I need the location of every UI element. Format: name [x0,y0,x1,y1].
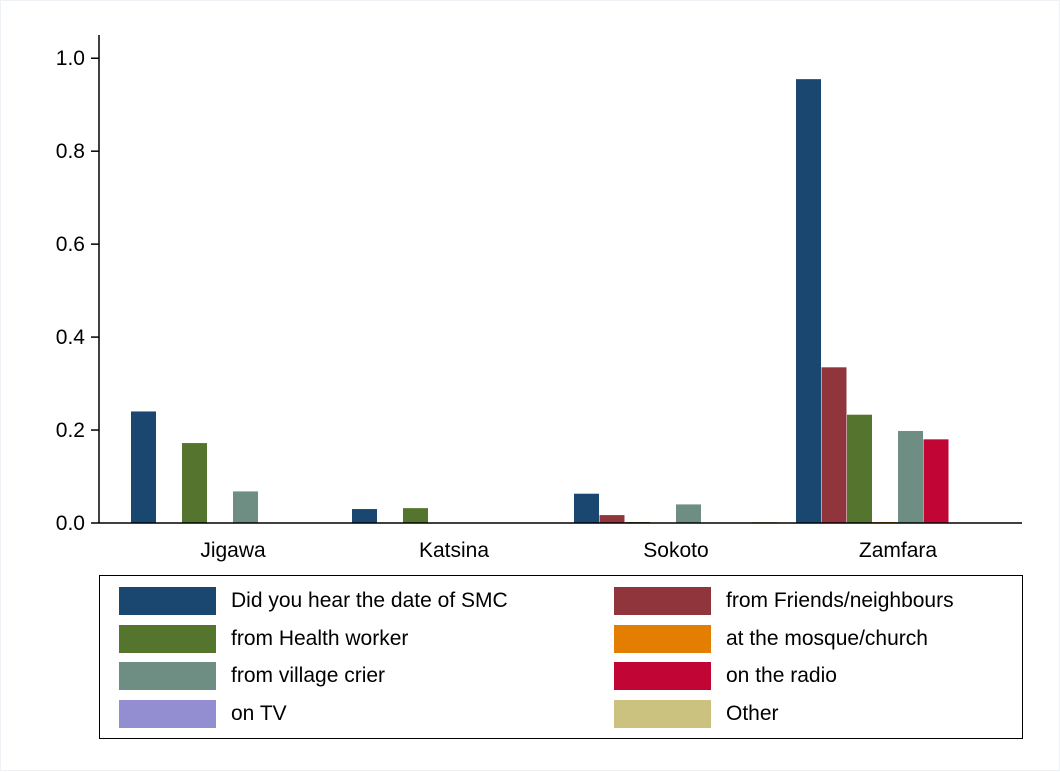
bar-jigawa-series-2 [182,443,207,523]
legend-swatch [614,699,711,728]
bars-group [131,79,949,524]
bar-zamfara-series-2 [847,414,872,523]
legend-item: Did you hear the date of SMC [119,586,508,616]
legend-label: on the radio [726,664,837,687]
legend-label: from Friends/neighbours [726,589,954,612]
legend-item: on TV [119,699,287,729]
legend-item: from Friends/neighbours [614,586,954,616]
y-tick-label: 1.0 [56,47,85,70]
legend-label: from Health worker [231,626,409,650]
bar-sokoto-series-1 [599,515,625,523]
bar-sokoto-series-0 [574,493,599,523]
y-tick-label: 0.8 [56,140,85,163]
legend-item: on the radio [614,661,837,691]
x-category-label: Jigawa [200,539,266,562]
x-category-label: Katsina [419,539,489,562]
bar-zamfara-series-5 [923,439,949,523]
bar-katsina-series-0 [352,509,377,523]
legend-item: at the mosque/church [614,624,928,654]
bar-zamfara-series-1 [821,367,847,523]
y-tick-label: 0.2 [56,419,85,442]
legend-swatch [614,662,711,690]
legend-swatch [614,624,711,653]
x-category-label: Zamfara [859,539,938,562]
legend-swatch [119,699,216,728]
legend-label: Did you hear the date of SMC [231,589,508,612]
bar-sokoto-series-4 [676,504,701,523]
legend-swatch [119,624,216,653]
x-category-label: Sokoto [643,539,708,562]
legend-swatch [614,587,711,615]
bar-jigawa-series-0 [131,411,156,523]
legend-item: Other [614,699,779,729]
y-tick-label: 0.4 [56,326,86,349]
x-axis-labels: Jigawa Katsina Sokoto Zamfara [200,539,937,562]
legend-swatch [119,662,216,690]
y-tick-label: 0.0 [56,512,85,535]
legend-item: from Health worker [119,624,408,654]
bar-jigawa-series-4 [233,491,258,523]
y-tick-label: 0.6 [56,233,85,256]
legend-item: from village crier [119,661,385,691]
y-axis-ticks: 0.0 0.2 0.4 0.6 0.8 1.0 [56,47,99,535]
legend-label: Other [726,701,779,725]
legend-swatch [119,587,216,615]
legend-label: from village crier [231,664,386,687]
legend-label: at the mosque/church [726,626,928,650]
chart-legend: Did you hear the date of SMC from Friends… [99,575,1023,739]
bar-zamfara-series-4 [898,430,923,523]
bar-zamfara-series-0 [796,79,821,524]
bar-katsina-series-2 [403,508,428,523]
legend-label: on TV [231,701,287,725]
